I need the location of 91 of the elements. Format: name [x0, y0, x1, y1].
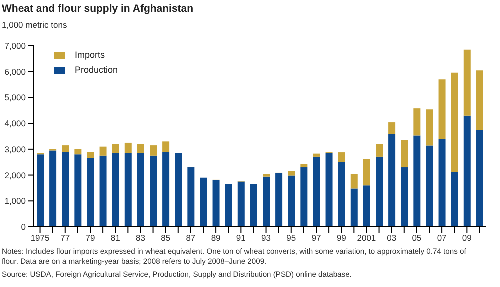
bar [175, 153, 182, 227]
y-tick-label: 4,000 [4, 118, 26, 129]
bar [363, 158, 370, 186]
bar [276, 173, 283, 227]
bar [112, 144, 120, 154]
bar [414, 136, 421, 227]
bar [388, 122, 396, 134]
y-tick-label: 2,000 [4, 170, 26, 180]
bar [87, 152, 94, 158]
bar [438, 80, 446, 140]
bar [476, 70, 484, 130]
bar [426, 110, 434, 146]
bar [137, 144, 144, 154]
bar [313, 156, 320, 227]
x-tick-label: 95 [286, 233, 296, 244]
y-tick-label: 5,000 [4, 92, 26, 103]
y-tick-label: 6,000 [4, 66, 26, 77]
bar [288, 176, 296, 227]
x-tick-label: 93 [262, 233, 272, 244]
bar [263, 174, 270, 177]
legend-label: Production [75, 65, 118, 75]
x-tick-label: 81 [110, 233, 121, 244]
bar [300, 164, 308, 168]
x-tick-label: 09 [462, 233, 472, 244]
bar [124, 142, 132, 154]
bar [124, 153, 132, 227]
chart-title: Wheat and flour supply in Afghanistan [2, 3, 194, 15]
bar [388, 134, 396, 227]
x-tick-label: 83 [136, 233, 146, 244]
bar [451, 172, 458, 227]
bar [212, 180, 220, 227]
x-tick-label: 2001 [357, 233, 376, 244]
bar [401, 168, 408, 227]
bar [451, 72, 458, 172]
x-tick-label: 99 [336, 233, 347, 244]
bar [200, 178, 208, 227]
bar [37, 154, 44, 227]
bar [87, 158, 94, 227]
bar [326, 153, 333, 227]
bar [338, 152, 346, 162]
x-tick-label: 91 [236, 233, 246, 244]
bar [288, 171, 296, 176]
bar [476, 130, 484, 227]
bar [313, 154, 320, 157]
x-tick-label: 89 [211, 233, 222, 244]
bar [100, 156, 107, 227]
bar [350, 188, 358, 227]
bar [162, 142, 170, 152]
bar [376, 156, 383, 227]
bar [250, 184, 258, 227]
x-tick-label: 1975 [30, 233, 50, 244]
bar [150, 146, 157, 156]
bar [188, 168, 195, 227]
y-axis-title: 1,000 metric tons [2, 20, 68, 30]
x-tick-label: 87 [186, 233, 196, 244]
bar [464, 116, 471, 227]
bar [74, 154, 82, 227]
bar [162, 152, 170, 227]
x-tick-label: 97 [312, 233, 322, 244]
bar [376, 144, 383, 157]
bar [137, 153, 144, 227]
bar [112, 153, 120, 227]
bar [238, 182, 245, 227]
bar [225, 184, 232, 227]
bar [100, 146, 107, 156]
bar [300, 168, 308, 227]
bar [363, 186, 370, 227]
legend-label: Imports [75, 50, 106, 60]
x-tick-label: 79 [86, 233, 96, 244]
y-tick-label: 1,000 [4, 196, 26, 206]
bar [150, 156, 157, 227]
bar [464, 50, 471, 116]
bar [62, 152, 70, 227]
bar [414, 108, 421, 136]
x-tick-label: 85 [161, 233, 171, 244]
y-tick-label: 7,000 [4, 41, 26, 52]
y-tick-label: 0 [21, 222, 26, 232]
bar [263, 176, 270, 227]
x-tick-label: 07 [437, 233, 448, 244]
x-tick-label: 03 [387, 233, 397, 244]
x-tick-label: 05 [412, 233, 422, 244]
bar [74, 149, 82, 155]
bar [401, 140, 408, 168]
bar [62, 146, 70, 152]
bar [426, 146, 434, 227]
bar [350, 174, 358, 189]
bar [50, 150, 57, 227]
x-tick-label: 77 [60, 233, 70, 244]
y-tick-label: 3,000 [4, 144, 26, 154]
bar [438, 139, 446, 227]
bar [338, 162, 346, 227]
